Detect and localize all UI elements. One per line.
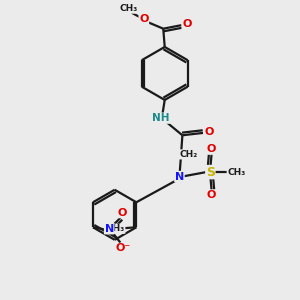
Text: S: S (206, 166, 215, 178)
Text: CH₃: CH₃ (119, 4, 137, 13)
Text: O: O (204, 127, 214, 137)
Text: N: N (105, 224, 114, 234)
Text: NH: NH (152, 113, 170, 123)
Text: CH₃: CH₃ (227, 168, 245, 177)
Text: CH₃: CH₃ (106, 224, 125, 233)
Text: N: N (175, 172, 184, 182)
Text: O: O (182, 19, 191, 29)
Text: O: O (139, 14, 148, 24)
Text: O⁻: O⁻ (116, 244, 131, 254)
Text: O: O (118, 208, 127, 218)
Text: O: O (207, 144, 216, 154)
Text: CH₂: CH₂ (179, 150, 197, 159)
Text: O: O (207, 190, 216, 200)
